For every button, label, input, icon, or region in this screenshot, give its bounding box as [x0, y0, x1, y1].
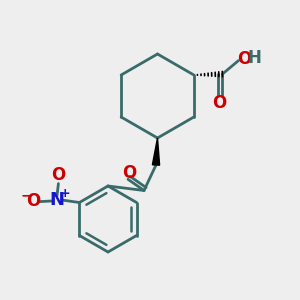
Text: −: − — [20, 189, 32, 202]
Text: H: H — [247, 49, 261, 67]
Text: O: O — [26, 192, 40, 210]
Text: O: O — [212, 94, 227, 112]
Text: +: + — [60, 187, 70, 200]
Text: O: O — [237, 50, 251, 68]
Text: O: O — [122, 164, 137, 182]
Text: N: N — [50, 191, 64, 209]
Polygon shape — [152, 138, 160, 165]
Text: O: O — [51, 167, 65, 184]
